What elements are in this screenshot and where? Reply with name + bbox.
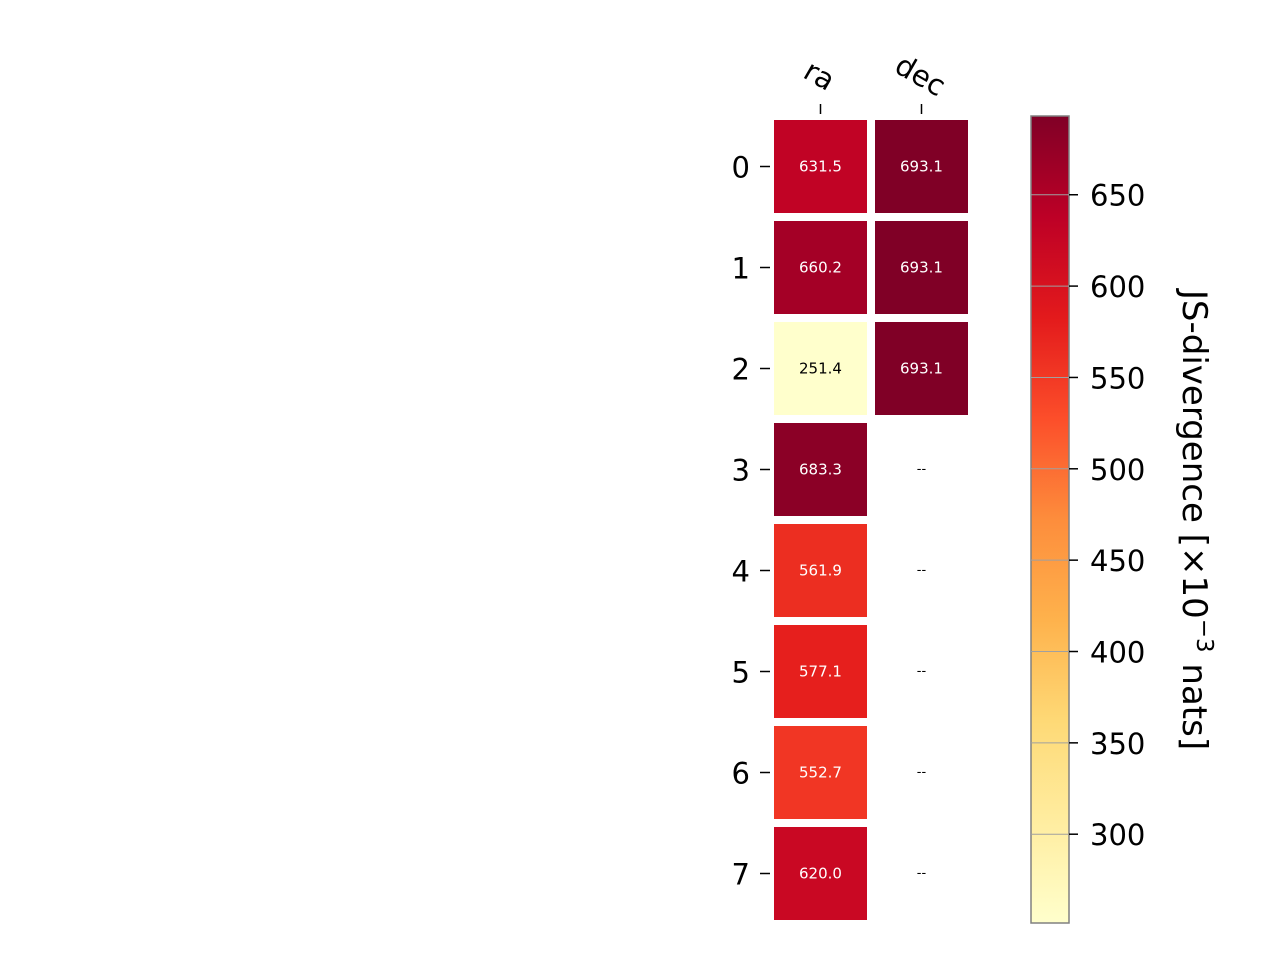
colorbar-tick-label: 500 xyxy=(1090,453,1145,487)
colorbar: 300 350 400 450 500 550 600 650 JS-divergence [… xyxy=(1030,115,1217,924)
cell-missing-label: -- xyxy=(917,563,927,578)
row-label-0: 0 xyxy=(732,151,750,185)
column-axis: ra dec xyxy=(798,48,952,114)
heatmap-cell-dec-1 xyxy=(875,221,968,314)
cell-value-label: 251.4 xyxy=(799,360,842,378)
row-label-3: 3 xyxy=(732,454,750,488)
cell-value-label: 577.1 xyxy=(799,663,842,681)
cell-value-label: 552.7 xyxy=(799,764,842,782)
row-label-5: 5 xyxy=(732,656,750,690)
heatmap-cells: 631.5 693.1 660.2 693.1 251.4 693.1 683.3 -- 561… xyxy=(774,120,968,920)
heatmap-cell-ra-5 xyxy=(774,625,867,718)
cell-value-label: 693.1 xyxy=(900,158,943,176)
cell-value-label: 631.5 xyxy=(799,158,842,176)
cell-value-label: 693.1 xyxy=(900,360,943,378)
colorbar-tick-label: 650 xyxy=(1090,179,1145,213)
colorbar-tick-label: 300 xyxy=(1090,818,1145,852)
column-label-ra: ra xyxy=(798,53,841,97)
heatmap-cell-dec-0 xyxy=(875,120,968,213)
colorbar-label: JS-divergence [×10−3 nats] xyxy=(1174,288,1217,750)
colorbar-ticks: 300 350 400 450 500 550 600 650 xyxy=(1031,179,1145,852)
cell-missing-label: -- xyxy=(917,866,927,881)
heatmap-cell-dec-2 xyxy=(875,322,968,415)
cell-missing-label: -- xyxy=(917,765,927,780)
colorbar-gradient xyxy=(1030,115,1070,924)
row-label-7: 7 xyxy=(732,858,750,892)
colorbar-tick-label: 600 xyxy=(1090,270,1145,304)
colorbar-tick-label: 550 xyxy=(1090,361,1145,395)
heatmap-cell-ra-2 xyxy=(774,322,867,415)
row-label-2: 2 xyxy=(732,353,750,387)
colorbar-tick-label: 350 xyxy=(1090,727,1145,761)
heatmap-cell-ra-3 xyxy=(774,423,867,516)
row-label-4: 4 xyxy=(732,555,750,589)
colorbar-tick-label: 450 xyxy=(1090,544,1145,578)
row-axis: 0 1 2 3 4 5 6 7 xyxy=(732,151,770,892)
heatmap-cell-ra-0 xyxy=(774,120,867,213)
cell-value-label: 693.1 xyxy=(900,259,943,277)
heatmap-cell-ra-1 xyxy=(774,221,867,314)
column-label-dec: dec xyxy=(889,48,951,104)
cell-value-label: 683.3 xyxy=(799,461,842,479)
heatmap-cell-ra-4 xyxy=(774,524,867,617)
cell-value-label: 660.2 xyxy=(799,259,842,277)
row-label-1: 1 xyxy=(732,252,750,286)
cell-missing-label: -- xyxy=(917,664,927,679)
cell-value-label: 620.0 xyxy=(799,865,842,883)
heatmap-cell-ra-7 xyxy=(774,827,867,920)
row-label-6: 6 xyxy=(732,757,750,791)
cell-value-label: 561.9 xyxy=(799,562,842,580)
heatmap-cell-ra-6 xyxy=(774,726,867,819)
colorbar-tick-label: 400 xyxy=(1090,636,1145,670)
cell-missing-label: -- xyxy=(917,462,927,477)
